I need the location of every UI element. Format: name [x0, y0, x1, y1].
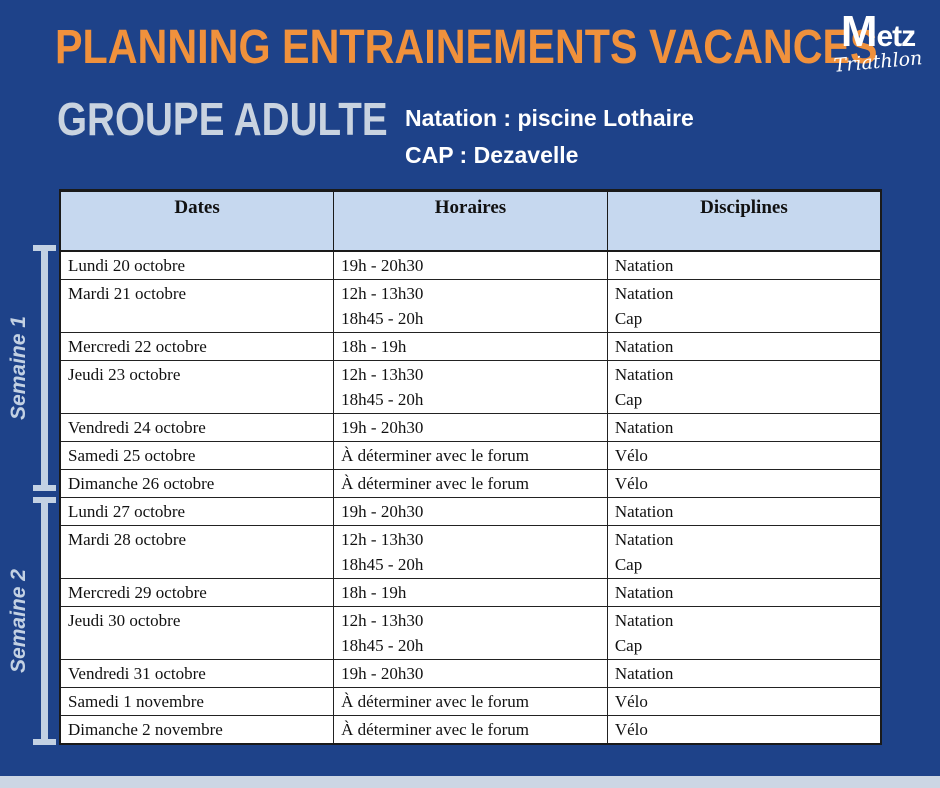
- group-title: GROUPE ADULTE: [57, 93, 388, 145]
- horaires-cell: 12h - 13h30 18h45 - 20h: [333, 606, 608, 660]
- horaires-cell: 12h - 13h30 18h45 - 20h: [333, 360, 608, 414]
- table-row: Mardi 21 octobre 12h - 13h30 18h45 - 20h…: [59, 279, 882, 333]
- date-cell: Vendredi 31 octobre: [59, 659, 335, 688]
- table-row: Mercredi 29 octobre 18h - 19h Natation: [59, 578, 882, 607]
- table-row: Dimanche 2 novembre À déterminer avec le…: [59, 715, 882, 745]
- disciplines-cell: Natation: [606, 659, 882, 688]
- disciplines-cell: Vélo: [606, 687, 882, 716]
- horaires-cell: À déterminer avec le forum: [333, 441, 608, 470]
- header-disciplines: Disciplines: [606, 190, 882, 252]
- disciplines-cell: Natation: [606, 578, 882, 607]
- week1-label: Semaine 1: [7, 316, 30, 420]
- horaires-cell: 12h - 13h30 18h45 - 20h: [333, 525, 608, 579]
- horaires-cell: À déterminer avec le forum: [333, 687, 608, 716]
- table-row: Lundi 27 octobre 19h - 20h30 Natation: [59, 497, 882, 526]
- date-cell: Samedi 25 octobre: [59, 441, 335, 470]
- week2-bracket: [33, 497, 56, 745]
- disciplines-cell: Natation Cap: [606, 525, 882, 579]
- table-row: Mardi 28 octobre 12h - 13h30 18h45 - 20h…: [59, 525, 882, 579]
- disciplines-cell: Natation: [606, 250, 882, 280]
- date-cell: Mercredi 22 octobre: [59, 332, 335, 361]
- page-title: PLANNING ENTRAINEMENTS VACANCES: [55, 21, 878, 74]
- disciplines-cell: Natation Cap: [606, 360, 882, 414]
- schedule-table: Dates Horaires Disciplines Lundi 20 octo…: [59, 189, 882, 745]
- horaires-cell: 19h - 20h30: [333, 413, 608, 442]
- date-cell: Dimanche 26 octobre: [59, 469, 335, 498]
- table-header-row: Dates Horaires Disciplines: [59, 190, 882, 252]
- week2-label: Semaine 2: [7, 569, 30, 673]
- table-row: Vendredi 24 octobre 19h - 20h30 Natation: [59, 413, 882, 442]
- header-dates: Dates: [59, 190, 335, 252]
- header-horaires: Horaires: [333, 190, 608, 252]
- horaires-cell: 19h - 20h30: [333, 659, 608, 688]
- disciplines-cell: Natation: [606, 413, 882, 442]
- table-row: Vendredi 31 octobre 19h - 20h30 Natation: [59, 659, 882, 688]
- horaires-cell: À déterminer avec le forum: [333, 469, 608, 498]
- table-row: Samedi 25 octobre À déterminer avec le f…: [59, 441, 882, 470]
- table-row: Lundi 20 octobre 19h - 20h30 Natation: [59, 250, 882, 280]
- date-cell: Lundi 27 octobre: [59, 497, 335, 526]
- date-cell: Jeudi 23 octobre: [59, 360, 335, 414]
- date-cell: Dimanche 2 novembre: [59, 715, 335, 745]
- bottom-accent-strip: [0, 776, 940, 788]
- date-cell: Jeudi 30 octobre: [59, 606, 335, 660]
- horaires-cell: 19h - 20h30: [333, 497, 608, 526]
- table-row: Dimanche 26 octobre À déterminer avec le…: [59, 469, 882, 498]
- table-row: Mercredi 22 octobre 18h - 19h Natation: [59, 332, 882, 361]
- horaires-cell: 18h - 19h: [333, 332, 608, 361]
- disciplines-cell: Natation Cap: [606, 606, 882, 660]
- natation-location: Natation : piscine Lothaire: [405, 105, 694, 131]
- logo-main-text: Metz: [840, 7, 916, 56]
- disciplines-cell: Natation: [606, 497, 882, 526]
- disciplines-cell: Natation: [606, 332, 882, 361]
- horaires-cell: 12h - 13h30 18h45 - 20h: [333, 279, 608, 333]
- disciplines-cell: Natation Cap: [606, 279, 882, 333]
- horaires-cell: À déterminer avec le forum: [333, 715, 608, 745]
- week1-bracket: [33, 245, 56, 491]
- date-cell: Lundi 20 octobre: [59, 250, 335, 280]
- horaires-cell: 18h - 19h: [333, 578, 608, 607]
- date-cell: Mardi 21 octobre: [59, 279, 335, 333]
- table-row: Samedi 1 novembre À déterminer avec le f…: [59, 687, 882, 716]
- horaires-cell: 19h - 20h30: [333, 250, 608, 280]
- date-cell: Vendredi 24 octobre: [59, 413, 335, 442]
- table-row: Jeudi 23 octobre 12h - 13h30 18h45 - 20h…: [59, 360, 882, 414]
- date-cell: Mercredi 29 octobre: [59, 578, 335, 607]
- date-cell: Samedi 1 novembre: [59, 687, 335, 716]
- disciplines-cell: Vélo: [606, 715, 882, 745]
- disciplines-cell: Vélo: [606, 441, 882, 470]
- date-cell: Mardi 28 octobre: [59, 525, 335, 579]
- location-info: Natation : piscine Lothaire CAP : Dezave…: [405, 100, 694, 174]
- cap-location: CAP : Dezavelle: [405, 142, 579, 168]
- table-row: Jeudi 30 octobre 12h - 13h30 18h45 - 20h…: [59, 606, 882, 660]
- metz-triathlon-logo: Metz Triathlon: [826, 7, 930, 77]
- disciplines-cell: Vélo: [606, 469, 882, 498]
